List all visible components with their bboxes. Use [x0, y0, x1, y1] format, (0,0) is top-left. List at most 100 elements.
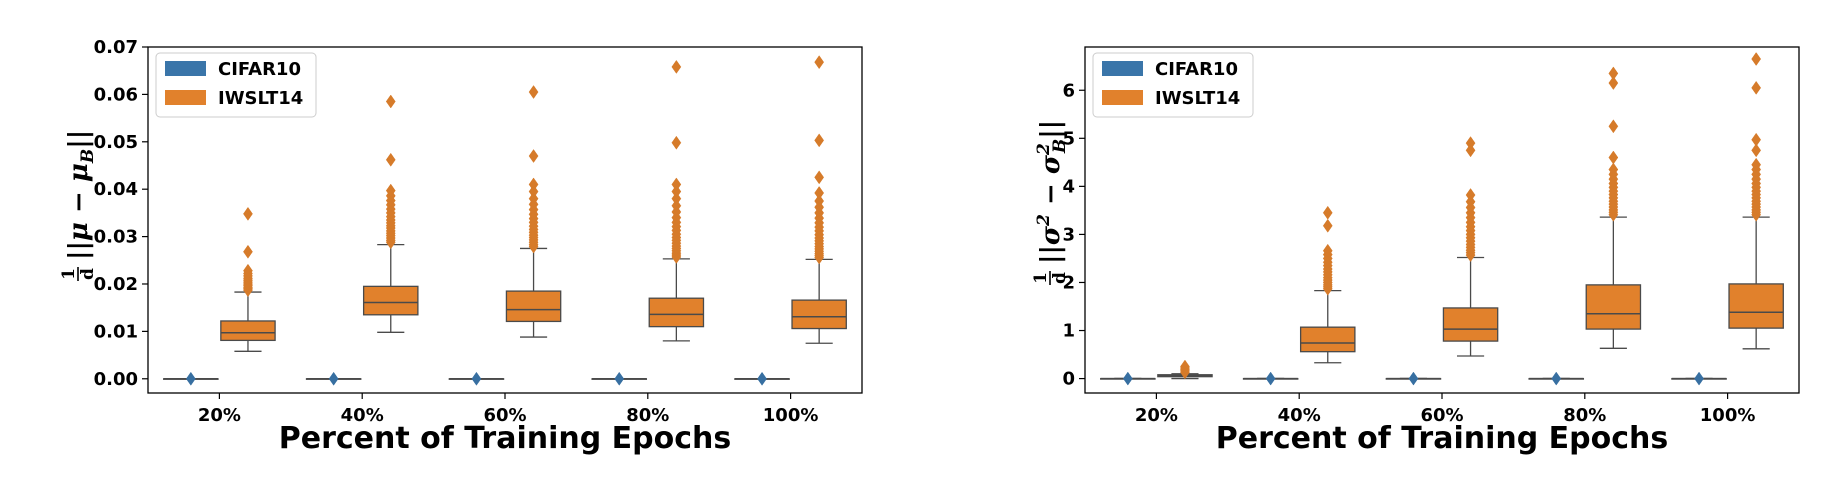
outlier-point — [1608, 119, 1619, 134]
outlier-point — [814, 186, 825, 200]
outlier-point — [328, 371, 339, 386]
outlier-point — [1608, 66, 1619, 81]
outlier-point — [1751, 157, 1762, 172]
y-label-norm: ||σ2 − σ2B|| — [1034, 120, 1070, 264]
x-tick-label: 40% — [1278, 405, 1321, 426]
y-tick-label: 5 — [1062, 128, 1075, 149]
panel-mean-difference: 0.00 0.01 0.02 0.03 0.04 0.05 0.06 0.07 20% 40% 6… — [59, 37, 863, 456]
outlier-point — [1608, 150, 1619, 165]
box-iwslt14-4 — [791, 55, 847, 344]
box-iwslt14-1 — [1299, 205, 1356, 364]
y-tick-label: 0.01 — [94, 321, 138, 342]
outlier-point — [528, 184, 539, 199]
y-ticks-right: 0 1 2 3 4 5 6 — [1062, 80, 1085, 390]
legend-swatch-cifar10 — [165, 61, 206, 76]
box-cifar10-2 — [448, 371, 505, 386]
box-cifar10-0 — [1100, 371, 1156, 386]
outlier-point — [814, 194, 825, 208]
y-tick-label: 4 — [1062, 176, 1075, 197]
y-label-fraction-numerator: 1 — [1031, 272, 1051, 284]
box-body — [1299, 326, 1356, 353]
outlier-point — [385, 152, 396, 167]
outlier-point — [814, 133, 825, 148]
legend-left: CIFAR10 IWSLT14 — [155, 52, 317, 118]
legend-label-iwslt14: IWSLT14 — [218, 88, 303, 109]
x-tick-label: 40% — [341, 405, 384, 426]
chart-marks-right — [1100, 52, 1784, 386]
box-cifar10-0 — [163, 371, 219, 386]
box-iwslt14-3 — [1585, 66, 1642, 349]
y-tick-label: 6 — [1062, 80, 1075, 101]
outlier-point — [1751, 132, 1762, 147]
y-tick-label: 0 — [1062, 369, 1075, 390]
x-tick-label: 60% — [483, 405, 526, 426]
outlier-point — [1122, 371, 1133, 386]
y-tick-label: 0.02 — [94, 274, 138, 295]
x-tick-label: 80% — [1563, 405, 1606, 426]
outlier-point — [1322, 243, 1333, 258]
outlier-point — [185, 371, 196, 386]
outlier-point — [671, 191, 682, 206]
outlier-point — [243, 244, 253, 259]
outlier-point — [1322, 218, 1333, 233]
outlier-point — [671, 135, 682, 150]
outlier-point — [671, 184, 682, 199]
x-tick-label: 100% — [1700, 405, 1756, 426]
y-tick-label: 0.03 — [94, 227, 138, 248]
x-tick-label: 20% — [1135, 405, 1178, 426]
outlier-point — [528, 177, 539, 192]
outlier-point — [1465, 136, 1476, 151]
y-tick-label: 0.04 — [94, 179, 138, 200]
outlier-point — [814, 55, 825, 70]
box-body — [505, 290, 562, 323]
box-cifar10-4 — [734, 371, 790, 386]
legend-swatch-cifar10 — [1102, 61, 1143, 76]
outlier-point — [757, 371, 767, 386]
y-tick-label: 0.07 — [94, 37, 138, 58]
legend-swatch-iwslt14 — [1102, 90, 1143, 105]
outlier-point — [1751, 80, 1762, 95]
y-tick-label: 0.06 — [94, 84, 138, 105]
x-axis-label-left: Percent of Training Epochs — [279, 421, 732, 456]
outlier-point — [614, 371, 625, 386]
y-tick-label: 2 — [1062, 272, 1075, 293]
box-cifar10-1 — [305, 371, 362, 386]
box-body — [220, 320, 276, 342]
outlier-point — [671, 59, 682, 74]
box-body — [648, 297, 705, 328]
outlier-point — [1608, 76, 1619, 90]
y-label-fraction-denominator: d — [78, 268, 98, 280]
box-iwslt14-0 — [220, 206, 276, 352]
outlier-point — [528, 149, 539, 163]
x-tick-label: 100% — [763, 405, 819, 426]
box-iwslt14-4 — [1728, 52, 1784, 350]
box-iwslt14-2 — [505, 85, 562, 338]
x-axis-label-right: Percent of Training Epochs — [1216, 421, 1669, 456]
outlier-point — [1465, 188, 1476, 202]
box-cifar10-3 — [591, 371, 648, 386]
box-iwslt14-2 — [1442, 136, 1499, 357]
outlier-point — [385, 183, 396, 198]
box-cifar10-3 — [1528, 371, 1585, 386]
outlier-point — [1180, 359, 1190, 374]
box-body — [1585, 284, 1642, 330]
y-label-norm: ||μ − μB|| — [64, 130, 98, 260]
outlier-point — [671, 198, 682, 213]
outlier-point — [1751, 52, 1762, 66]
y-label-fraction-numerator: 1 — [59, 268, 79, 280]
box-body — [791, 299, 847, 330]
legend-label-iwslt14: IWSLT14 — [1155, 88, 1240, 109]
box-cifar10-2 — [1385, 371, 1442, 386]
outlier-point — [1751, 143, 1762, 158]
x-tick-label: 60% — [1420, 405, 1463, 426]
box-body — [1442, 307, 1499, 342]
outlier-point — [1694, 371, 1704, 386]
y-tick-label: 0.00 — [94, 369, 138, 390]
outlier-point — [385, 94, 396, 109]
outlier-point — [471, 371, 482, 386]
y-label-fraction-denominator: d — [1050, 272, 1070, 284]
outlier-point — [1265, 371, 1276, 386]
y-axis-label-left: 1 d ||μ − μB|| — [59, 130, 98, 281]
